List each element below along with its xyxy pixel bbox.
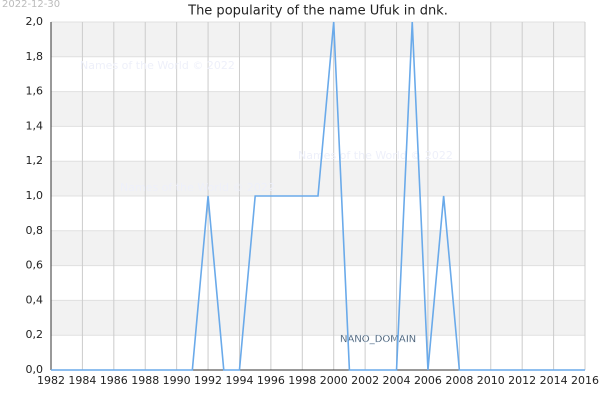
y-tick-label: 1,8 [26,50,44,63]
plot-band [51,265,585,301]
x-tick-label: 1986 [100,374,128,387]
y-tick-label: 1,6 [26,85,44,98]
watermark: Names of the World © 2022 [120,181,275,194]
x-tick-label: 1984 [68,374,96,387]
chart-title: The popularity of the name Ufuk in dnk. [187,4,448,19]
y-tick-label: 1,4 [26,119,44,132]
x-tick-label: 1992 [194,374,222,387]
x-tick-label: 1998 [288,374,316,387]
y-tick-label: 0,2 [26,328,44,341]
line-series [51,21,585,371]
plot-band [51,22,585,57]
y-tick-label: 1,0 [26,189,44,202]
watermark: Names of the World © 2022 [80,59,235,72]
y-tick-label: 0,4 [26,293,44,306]
plot-band [51,335,585,370]
x-tick-label: 2008 [445,374,473,387]
plot-band [51,56,585,92]
plot-band [51,126,585,162]
y-tick-label: 0,0 [26,363,44,376]
y-tick-label: 1,2 [26,154,44,167]
y-tick-label: 2,0 [26,15,44,28]
plot-band [51,230,585,266]
watermark: Names of the World © 2022 [298,149,453,162]
y-tick-label: 0,8 [26,224,44,237]
x-tick-label: 2002 [351,374,379,387]
x-tick-label: 2012 [508,374,536,387]
x-tick-label: 2016 [571,374,599,387]
domain-label: NANO_DOMAIN [340,334,416,345]
x-tick-label: 1994 [225,374,253,387]
y-tick-label: 0,6 [26,259,44,272]
x-tick-label: 2006 [414,374,442,387]
plot-band [51,91,585,127]
x-tick-label: 2014 [540,374,568,387]
x-tick-label: 1982 [37,374,65,387]
x-tick-label: 1990 [163,374,191,387]
x-tick-label: 2000 [320,374,348,387]
x-tick-label: 2004 [383,374,411,387]
plot-band [51,196,585,231]
x-tick-label: 1996 [257,374,285,387]
plot-band [51,300,585,336]
x-tick-label: 2010 [477,374,505,387]
x-tick-label: 1988 [131,374,159,387]
date-stamp: 2022-12-30 [2,0,60,10]
